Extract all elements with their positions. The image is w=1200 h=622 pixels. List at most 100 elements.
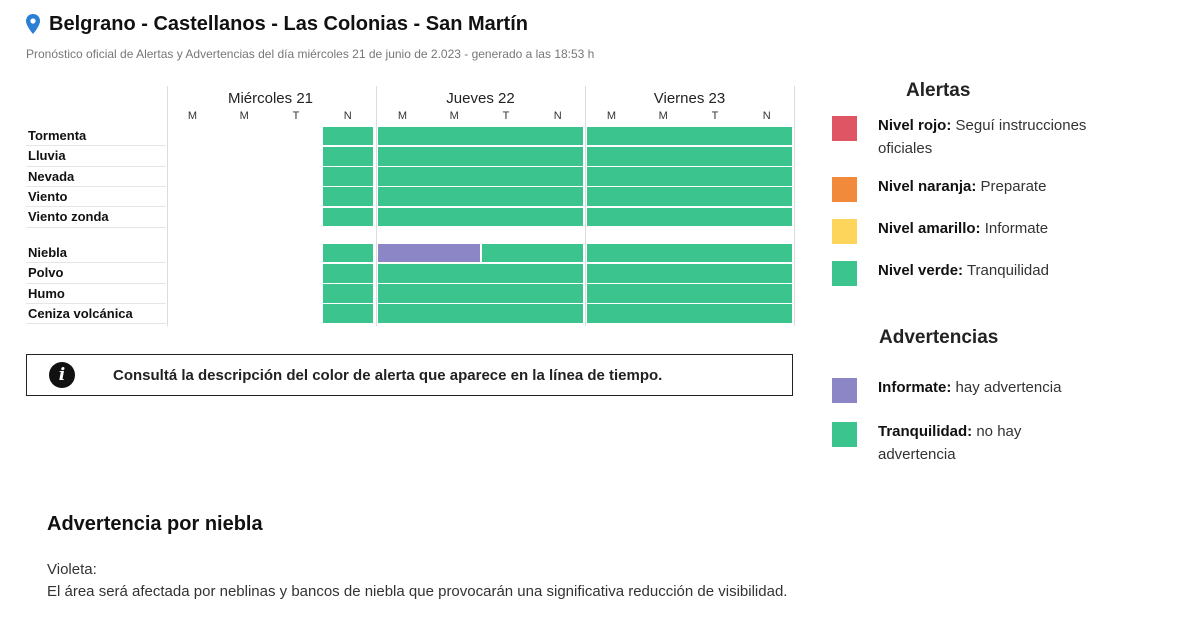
time-slot-label: T — [292, 110, 300, 122]
time-slot-label: M — [449, 110, 459, 122]
hazard-label: Niebla — [28, 245, 68, 260]
time-slot-label: M — [606, 110, 617, 122]
time-slot-label: N — [343, 110, 352, 122]
day-header: Miércoles 21 — [227, 90, 314, 107]
row-divider — [26, 226, 166, 228]
hazard-label: Ceniza volcánica — [28, 305, 133, 321]
timeline-cell-verde — [323, 167, 373, 186]
row-divider — [26, 323, 166, 325]
hazard-label: Polvo — [28, 265, 64, 281]
legend-item-text: Nivel amarillo: Informate — [878, 217, 1088, 240]
row-divider — [26, 185, 166, 187]
legend-item-level: Nivel amarillo: — [878, 220, 981, 237]
timeline-cell-verde — [323, 146, 373, 166]
timeline-cell-verde — [587, 207, 792, 227]
timeline-cell-verde — [323, 243, 373, 263]
warning-color-label: Violeta: — [47, 561, 97, 578]
day-header: Jueves 22 — [446, 90, 515, 107]
day-header: Viernes 23 — [653, 90, 726, 107]
hazard-label: Humo — [28, 285, 65, 301]
time-slot-label: T — [711, 110, 719, 122]
row-divider — [26, 145, 166, 147]
timeline-cell-verde — [481, 243, 583, 263]
row-divider — [26, 165, 166, 167]
timeline-cell-verde — [378, 304, 583, 324]
legend-item-description: Seguí instrucciones oficiales — [878, 117, 1087, 157]
timeline-cell-verde — [378, 126, 583, 146]
timeline-cell-verde — [323, 207, 373, 227]
legend-swatch — [832, 177, 857, 202]
timeline-cell-verde — [587, 187, 792, 207]
day-separator — [167, 86, 168, 326]
timeline-cell-violeta — [378, 243, 480, 263]
legend-item-text: Nivel rojo: Seguí instrucciones oficiale… — [878, 114, 1088, 160]
warnings-legend-title: Advertencias — [879, 327, 999, 348]
legend-item-description: Preparate — [976, 178, 1047, 195]
legend-swatch — [832, 116, 857, 141]
legend-item-level: Nivel verde: — [878, 262, 964, 279]
location-pin-icon — [26, 14, 40, 34]
row-divider — [26, 302, 166, 304]
timeline-cell-verde — [378, 263, 583, 283]
day-separator — [794, 86, 795, 326]
legend-item-text: Nivel naranja: Preparate — [878, 175, 1088, 198]
timeline-cell-verde — [323, 263, 373, 283]
legend-item-description: hay advertencia — [951, 379, 1062, 396]
info-icon: i — [49, 362, 75, 388]
forecast-subtitle: Pronóstico oficial de Alertas y Adverten… — [26, 47, 595, 61]
timeline-cell-verde — [323, 304, 373, 324]
warning-title: Advertencia por niebla — [47, 513, 263, 535]
timeline-cell-verde — [587, 263, 792, 283]
warning-description: El área será afectada por neblinas y ban… — [47, 583, 788, 600]
legend-item-text: Tranquilidad: no hay advertencia — [878, 420, 1088, 466]
hazard-label: Lluvia — [28, 148, 66, 164]
legend-item-level: Nivel naranja: — [878, 178, 977, 195]
hazard-label: Tormenta — [28, 128, 87, 143]
legend-item-text: Nivel verde: Tranquilidad — [878, 259, 1088, 282]
row-divider — [26, 206, 166, 208]
info-text: Consultá la descripción del color de ale… — [113, 366, 663, 384]
legend-item-text: Informate: hay advertencia — [878, 376, 1088, 399]
time-slot-label: M — [658, 110, 668, 122]
time-slot-label: N — [762, 110, 771, 122]
legend-swatch — [832, 422, 857, 447]
legend-item-level: Nivel rojo: — [878, 117, 952, 134]
time-slot-label: T — [502, 110, 510, 122]
row-divider — [26, 262, 166, 264]
time-slot-label: N — [553, 110, 562, 122]
legend-item-level: Informate: — [878, 379, 952, 396]
legend-item-description: no hay advertencia — [878, 423, 1022, 463]
legend-item-description: Tranquilidad — [963, 262, 1049, 279]
row-divider — [26, 282, 166, 284]
hazard-label: Nevada — [28, 168, 75, 184]
alerts-legend-title: Alertas — [906, 80, 971, 101]
time-slot-label: M — [397, 110, 408, 122]
time-slot-label: M — [187, 110, 198, 122]
timeline-cell-verde — [323, 187, 373, 207]
timeline-cell-verde — [323, 126, 373, 146]
legend-item-description: Informate — [980, 220, 1049, 237]
legend-swatch — [832, 261, 857, 286]
info-banner: i Consultá la descripción del color de a… — [26, 354, 793, 396]
timeline-cell-verde — [378, 187, 583, 207]
legend-swatch — [832, 219, 857, 244]
timeline-cell-verde — [587, 146, 792, 166]
legend-swatch — [832, 378, 857, 403]
timeline-cell-verde — [587, 284, 792, 303]
page-title: Belgrano - Castellanos - Las Colonias - … — [49, 12, 528, 35]
day-separator — [376, 86, 377, 326]
timeline-cell-verde — [378, 284, 583, 303]
hazard-label: Viento — [28, 188, 68, 204]
legend-item-level: Tranquilidad: — [878, 423, 973, 440]
timeline-cell-verde — [587, 126, 792, 146]
timeline-cell-verde — [587, 167, 792, 186]
timeline-cell-verde — [378, 167, 583, 186]
timeline-cell-verde — [323, 284, 373, 303]
day-separator — [585, 86, 586, 326]
time-slot-label: M — [239, 110, 249, 122]
timeline-cell-verde — [378, 146, 583, 166]
timeline-cell-verde — [587, 304, 792, 324]
page-header: Belgrano - Castellanos - Las Colonias - … — [26, 12, 528, 36]
timeline-cell-verde — [587, 243, 792, 263]
timeline-cell-verde — [378, 207, 583, 227]
